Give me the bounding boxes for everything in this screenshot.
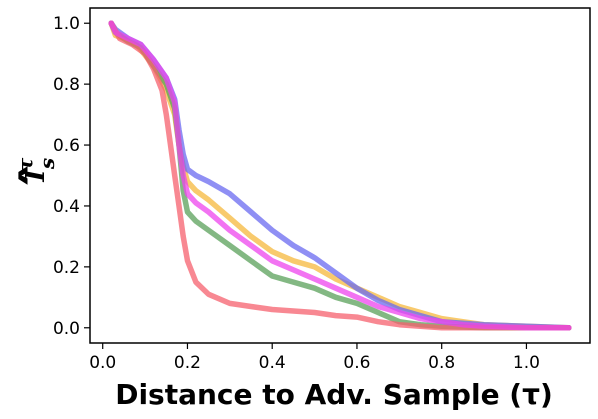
series-layer (108, 20, 572, 331)
y-tick-label: 0.8 (53, 75, 80, 95)
plot-frame (89, 7, 591, 344)
x-axis-ticks: 0.0 0.2 0.4 0.6 0.8 1.0 (89, 343, 540, 373)
y-tick-label: 1.0 (53, 14, 80, 34)
x-tick-label: 0.2 (174, 353, 201, 373)
x-tick-label: 0.0 (89, 353, 116, 373)
series-line-5 (108, 20, 572, 331)
y-tick-label: 0.4 (53, 197, 80, 217)
y-axis-label-hat: ∧ (13, 161, 31, 191)
series-line-4 (108, 20, 572, 331)
y-tick-label: 0.0 (53, 319, 80, 339)
y-tick-label: 0.2 (53, 258, 80, 278)
x-tick-label: 1.0 (513, 353, 540, 373)
y-axis-label-superscript: τ (13, 157, 37, 171)
x-tick-label: 0.4 (259, 353, 286, 373)
y-axis-label: ∧ I τ s (13, 157, 59, 190)
y-axis-label-base: I (21, 169, 51, 183)
y-axis-ticks: 0.0 0.2 0.4 0.6 0.8 1.0 (53, 14, 90, 339)
y-axis-label-subscript: s (35, 158, 59, 170)
x-axis-label: Distance to Adv. Sample (τ) (115, 378, 553, 411)
x-tick-label: 0.6 (343, 353, 370, 373)
x-tick-label: 0.8 (428, 353, 455, 373)
y-tick-label: 0.6 (53, 136, 80, 156)
